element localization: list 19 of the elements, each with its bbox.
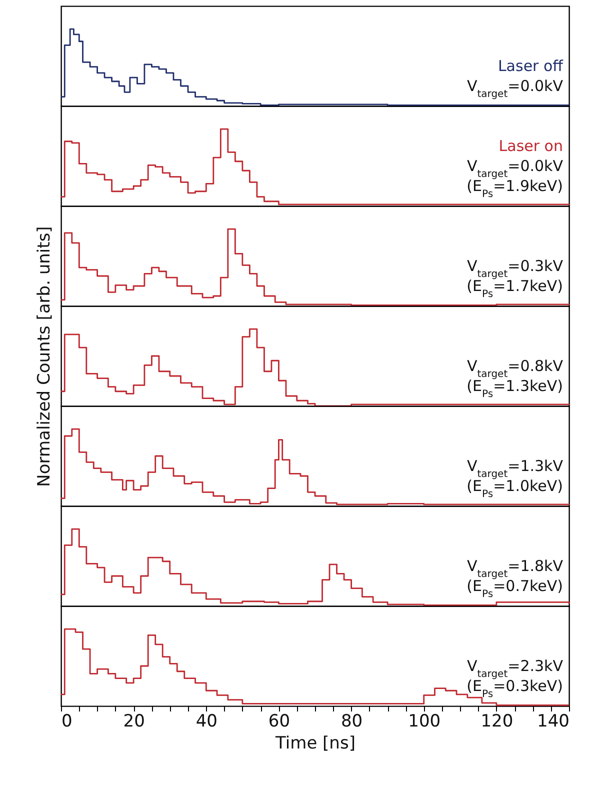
annotation: V$_{target}$=0.3kV (466, 257, 564, 280)
annotation: V$_{target}$=0.0kV (466, 77, 564, 100)
annotation: V$_{target}$=0.8kV (466, 357, 564, 380)
x-tick-label: 120 (480, 712, 514, 732)
x-tick-label: 100 (408, 712, 441, 732)
y-axis-title: Normalized Counts [arb. units] (34, 226, 54, 487)
text: Laser on (498, 137, 563, 155)
x-tick-label: 20 (123, 712, 145, 732)
x-tick-label: 80 (340, 712, 363, 732)
annotation: V$_{target}$=0.0kV (466, 157, 564, 180)
annotation: V$_{target}$=1.8kV (466, 557, 564, 580)
x-axis-title: Time [ns] (274, 734, 356, 754)
annotation: V$_{target}$=1.3kV (466, 457, 564, 480)
x-tick-label: 140 (537, 712, 570, 732)
text: Laser off (498, 57, 564, 75)
annotation: V$_{target}$=2.3kV (466, 657, 564, 680)
x-tick-label: 0 (62, 712, 72, 732)
x-tick-label: 60 (268, 712, 290, 732)
x-tick-label: 40 (196, 712, 218, 732)
